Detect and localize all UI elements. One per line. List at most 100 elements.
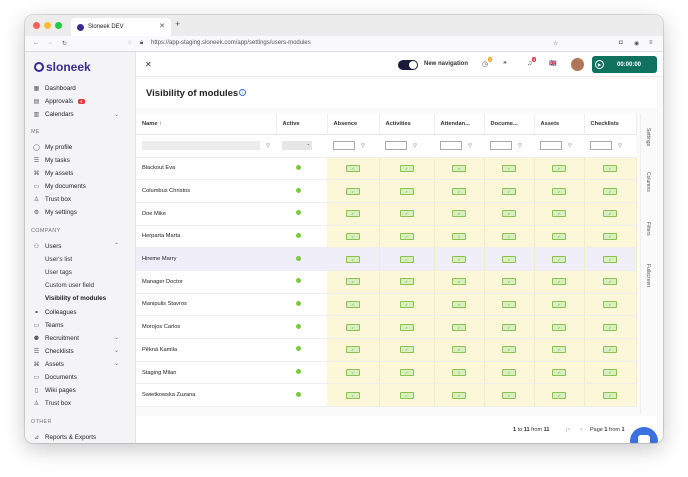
module-visible-checkbox[interactable]: ✓	[452, 278, 466, 286]
sidebar-item-teams[interactable]: ▭ Teams	[33, 322, 64, 329]
chat-bubbles-icon[interactable]: ❝	[503, 61, 507, 68]
column-header[interactable]: Assets	[534, 114, 585, 135]
module-visible-checkbox[interactable]: ✓	[552, 255, 566, 263]
filter-icon[interactable]: ▽	[361, 143, 365, 149]
module-visible-checkbox[interactable]: ✓	[502, 210, 516, 218]
star-icon[interactable]: ☆	[553, 41, 559, 47]
sidebar-item-dashboard[interactable]: ▦ Dashboard	[33, 85, 76, 92]
tab-fullscreen[interactable]: Fullscreen	[645, 264, 651, 288]
browser-tab[interactable]: Sloneek DEV ✕	[71, 18, 171, 36]
sidebar-item-my-assets[interactable]: ⌘ My assets	[33, 170, 74, 177]
tab-settings[interactable]: Settings	[645, 128, 651, 147]
attendance-filter-input[interactable]	[440, 141, 462, 150]
sidebar-item-my-documents[interactable]: ▭ My documents	[33, 183, 86, 190]
sidebar-item-my-settings[interactable]: ⚙ My settings	[33, 209, 77, 216]
sidebar-sub-visibility-of-modules[interactable]: Visibility of modules	[45, 294, 107, 302]
module-visible-checkbox[interactable]: ✓	[603, 187, 617, 195]
filter-icon[interactable]: ▽	[413, 143, 417, 149]
sidebar-item-documents[interactable]: ▭ Documents	[33, 374, 77, 381]
module-visible-checkbox[interactable]: ✓	[552, 278, 566, 286]
chevron-down-icon[interactable]: ⌄	[113, 361, 119, 367]
module-visible-checkbox[interactable]: ✓	[552, 300, 566, 308]
checklists-filter-input[interactable]	[590, 141, 612, 150]
module-visible-checkbox[interactable]: ✓	[552, 164, 566, 172]
module-visible-checkbox[interactable]: ✓	[502, 346, 516, 354]
module-visible-checkbox[interactable]: ✓	[502, 300, 516, 308]
module-visible-checkbox[interactable]: ✓	[345, 187, 360, 195]
sidebar-item-checklists[interactable]: ☰ Checklists	[33, 348, 74, 355]
sidebar-item-trust-box[interactable]: ♙ Trust box	[33, 196, 72, 203]
module-visible-checkbox[interactable]: ✓	[603, 210, 617, 218]
column-header[interactable]: Checklists	[584, 114, 637, 135]
module-visible-checkbox[interactable]: ✓	[345, 210, 360, 218]
module-visible-checkbox[interactable]: ✓	[345, 300, 360, 308]
assets-filter-input[interactable]	[540, 141, 562, 150]
module-visible-checkbox[interactable]: ✓	[399, 300, 414, 308]
module-visible-checkbox[interactable]: ✓	[399, 232, 414, 240]
filter-icon[interactable]: ▽	[266, 143, 270, 149]
filter-icon[interactable]: ▽	[618, 143, 622, 149]
module-visible-checkbox[interactable]: ✓	[345, 391, 360, 399]
pocket-icon[interactable]: ◘	[619, 40, 623, 46]
module-visible-checkbox[interactable]: ✓	[502, 278, 516, 286]
sidebar-sub-custom-user-field[interactable]: Custom user field	[45, 281, 94, 289]
module-visible-checkbox[interactable]: ✓	[452, 369, 466, 377]
module-visible-checkbox[interactable]: ✓	[603, 278, 617, 286]
sidebar-item-wiki-pages[interactable]: ▯ Wiki pages	[34, 387, 76, 394]
sidebar-item-assets[interactable]: ⌘ Assets	[33, 361, 64, 368]
sidebar-item-my-profile[interactable]: ◯ My profile	[33, 144, 73, 151]
module-visible-checkbox[interactable]: ✓	[345, 323, 360, 331]
tab-filters[interactable]: Filters	[645, 222, 651, 236]
filter-icon[interactable]: ▽	[568, 143, 572, 149]
info-icon[interactable]: i	[239, 89, 246, 96]
sidebar-item-reports[interactable]: ⊿ Reports & Exports	[33, 434, 97, 441]
module-visible-checkbox[interactable]: ✓	[502, 232, 516, 240]
module-visible-checkbox[interactable]: ✓	[603, 369, 617, 377]
module-visible-checkbox[interactable]: ✓	[452, 187, 466, 195]
sidebar-item-calendars[interactable]: ▥ Calendars	[33, 111, 74, 118]
module-visible-checkbox[interactable]: ✓	[399, 278, 414, 286]
timer-button[interactable]: ▶ 00:00:00	[592, 56, 657, 73]
module-visible-checkbox[interactable]: ✓	[552, 210, 566, 218]
maximize-window-button[interactable]	[55, 22, 62, 29]
minimize-window-button[interactable]	[44, 22, 51, 29]
chevron-up-icon[interactable]: ⌃	[113, 243, 119, 249]
module-visible-checkbox[interactable]: ✓	[552, 391, 566, 399]
module-visible-checkbox[interactable]: ✓	[399, 210, 414, 218]
new-tab-icon[interactable]: +	[175, 19, 181, 29]
new-navigation-toggle[interactable]	[398, 60, 418, 70]
active-filter-select[interactable]: ⌄	[282, 141, 312, 150]
close-window-button[interactable]	[33, 22, 40, 29]
module-visible-checkbox[interactable]: ✓	[345, 369, 360, 377]
account-icon[interactable]: ◉	[634, 41, 640, 47]
module-visible-checkbox[interactable]: ✓	[452, 323, 466, 331]
module-visible-checkbox[interactable]: ✓	[603, 255, 617, 263]
module-visible-checkbox[interactable]: ✓	[399, 391, 414, 399]
column-header[interactable]: Active	[276, 114, 328, 135]
documents-filter-input[interactable]	[490, 141, 512, 150]
module-visible-checkbox[interactable]: ✓	[452, 300, 466, 308]
column-header[interactable]: Activities	[379, 114, 435, 135]
chevron-down-icon[interactable]: ⌄	[113, 348, 119, 354]
back-icon[interactable]: ←	[33, 40, 39, 46]
sidebar-sub-user-tags[interactable]: User tags	[45, 268, 72, 276]
module-visible-checkbox[interactable]: ✓	[345, 232, 360, 240]
forward-icon[interactable]: →	[47, 40, 53, 46]
module-visible-checkbox[interactable]: ✓	[345, 164, 360, 172]
sidebar-item-recruitment[interactable]: ⚉ Recruitment	[33, 335, 79, 342]
module-visible-checkbox[interactable]: ✓	[552, 369, 566, 377]
module-visible-checkbox[interactable]: ✓	[399, 255, 414, 263]
module-visible-checkbox[interactable]: ✓	[603, 232, 617, 240]
module-visible-checkbox[interactable]: ✓	[502, 369, 516, 377]
sidebar-sub-users-list[interactable]: User's list	[45, 255, 73, 263]
module-visible-checkbox[interactable]: ✓	[552, 323, 566, 331]
absence-filter-input[interactable]	[333, 141, 355, 150]
module-visible-checkbox[interactable]: ✓	[399, 164, 414, 172]
module-visible-checkbox[interactable]: ✓	[399, 323, 414, 331]
module-visible-checkbox[interactable]: ✓	[502, 255, 516, 263]
bell-icon[interactable]: ♫ 3	[527, 57, 537, 67]
filter-icon[interactable]: ▽	[468, 143, 472, 149]
chevron-down-icon[interactable]: ⌄	[113, 112, 119, 118]
module-visible-checkbox[interactable]: ✓	[345, 278, 360, 286]
close-tab-icon[interactable]: ✕	[159, 23, 165, 30]
